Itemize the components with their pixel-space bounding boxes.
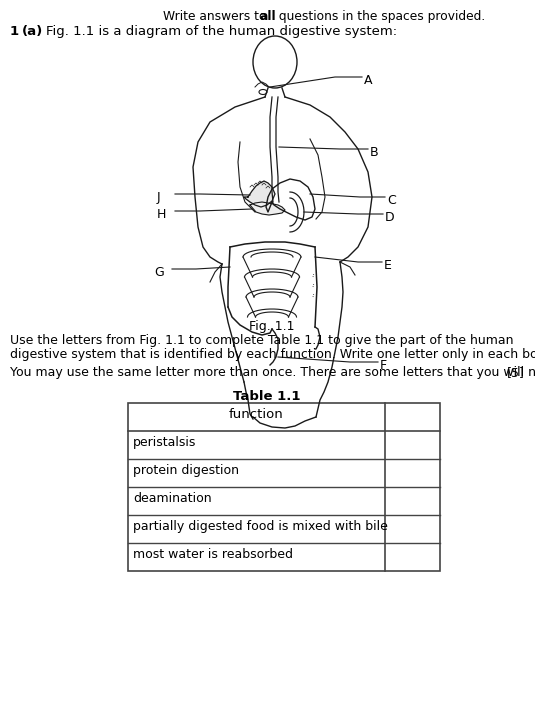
Polygon shape — [250, 202, 285, 215]
Text: D: D — [385, 211, 395, 224]
Text: Table 1.1: Table 1.1 — [233, 390, 301, 403]
Text: function: function — [229, 408, 284, 421]
Text: 1: 1 — [10, 25, 19, 38]
Text: questions in the spaces provided.: questions in the spaces provided. — [275, 10, 485, 23]
Text: deamination: deamination — [133, 492, 212, 505]
Text: B: B — [370, 146, 379, 159]
Text: protein digestion: protein digestion — [133, 464, 239, 477]
Text: J: J — [157, 191, 160, 204]
Bar — [128, 403, 440, 571]
Text: most water is reabsorbed: most water is reabsorbed — [133, 548, 293, 561]
Text: Fig. 1.1: Fig. 1.1 — [249, 320, 295, 333]
Text: (a): (a) — [22, 25, 43, 38]
Text: E: E — [384, 259, 392, 272]
Text: [5]: [5] — [507, 366, 525, 379]
Text: partially digested food is mixed with bile: partially digested food is mixed with bi… — [133, 520, 388, 533]
Text: Fig. 1.1 is a diagram of the human digestive system:: Fig. 1.1 is a diagram of the human diges… — [46, 25, 397, 38]
Text: C: C — [387, 194, 396, 207]
Text: all: all — [259, 10, 276, 23]
Text: H: H — [157, 208, 166, 221]
Text: G: G — [154, 266, 164, 279]
Text: Write answers to: Write answers to — [163, 10, 270, 23]
Text: A: A — [364, 74, 372, 87]
Text: digestive system that is identified by each function. Write one letter only in e: digestive system that is identified by e… — [10, 348, 535, 361]
Text: Use the letters from Fig. 1.1 to complete Table 1.1 to give the part of the huma: Use the letters from Fig. 1.1 to complet… — [10, 334, 514, 347]
Text: You may use the same letter more than once. There are some letters that you will: You may use the same letter more than on… — [10, 366, 535, 379]
Polygon shape — [244, 181, 275, 207]
Text: F: F — [380, 359, 387, 372]
Text: peristalsis: peristalsis — [133, 436, 196, 449]
